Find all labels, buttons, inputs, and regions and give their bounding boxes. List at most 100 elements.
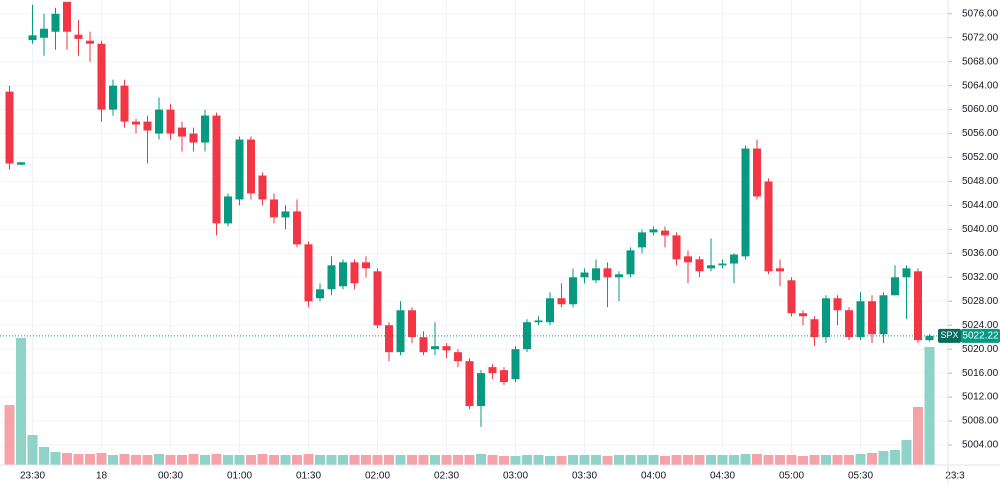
candle-body <box>557 298 566 305</box>
volume-bar <box>660 456 670 465</box>
candle-body <box>661 230 669 236</box>
volume-bar <box>924 347 935 465</box>
volume-bar <box>303 454 314 465</box>
volume-bar <box>740 454 751 465</box>
volume-bar <box>4 405 15 465</box>
x-tick-label: 05:30 <box>848 471 873 482</box>
volume-bar <box>441 455 452 465</box>
volume-bar <box>246 455 256 465</box>
volume-bar <box>637 455 647 465</box>
candle-body <box>339 262 347 287</box>
candle-body <box>891 277 899 296</box>
volume-bar <box>62 453 72 465</box>
x-tick-label: 00:30 <box>158 471 183 482</box>
candle-body <box>350 262 359 284</box>
volume-bar <box>752 454 762 465</box>
volume-bar <box>257 454 268 465</box>
volume-bar <box>763 455 774 465</box>
candle-body <box>235 139 244 200</box>
volume-bar <box>694 455 705 465</box>
candle-body <box>408 310 416 338</box>
candle-body <box>419 337 428 353</box>
volume-bar <box>545 456 555 465</box>
y-tick-label: 5012.00 <box>962 392 999 403</box>
candle-body <box>304 244 313 302</box>
x-tick-label: 04:30 <box>710 471 735 482</box>
candle-body <box>189 133 198 143</box>
y-tick-label: 5076.00 <box>962 8 999 19</box>
volume-bar <box>901 440 912 465</box>
candle-body <box>373 271 382 326</box>
candle-body <box>385 325 393 353</box>
volume-bar <box>292 455 302 465</box>
candle-body <box>822 298 830 338</box>
last-price-label: 5022.22 <box>962 331 999 342</box>
volume-bar <box>234 455 245 465</box>
candle-body <box>17 162 25 165</box>
candle-body <box>741 148 750 257</box>
x-tick-label: 03:30 <box>572 471 597 482</box>
volume-bar <box>809 455 820 465</box>
volume-bar <box>556 456 567 465</box>
volume-bar <box>73 454 84 465</box>
volume-bar <box>602 456 613 465</box>
x-tick-label: 04:00 <box>641 471 666 482</box>
y-tick-label: 5032.00 <box>962 272 999 283</box>
x-tick-label: 23:30 <box>20 471 45 482</box>
volume-bar <box>165 455 176 465</box>
y-tick-label: 5040.00 <box>962 224 999 235</box>
y-tick-label: 5004.00 <box>962 440 999 451</box>
volume-bar <box>821 455 831 465</box>
candle-body <box>212 115 221 224</box>
volume-bar <box>418 455 429 465</box>
candle-body <box>5 91 14 164</box>
candle-body <box>201 115 209 143</box>
volume-bar <box>832 455 843 465</box>
candle-body <box>86 40 94 44</box>
candle-body <box>316 289 324 299</box>
volume-bar <box>269 455 279 465</box>
candle-body <box>649 229 658 233</box>
volume-bar <box>326 455 337 465</box>
candle-body <box>534 320 543 323</box>
candle-body <box>120 85 129 122</box>
volume-bar <box>648 455 659 465</box>
volume-bar <box>338 455 348 465</box>
volume-bar <box>407 455 417 465</box>
candle-body <box>270 199 278 218</box>
candle-body <box>833 298 842 311</box>
candle-body <box>672 235 681 260</box>
volume-bar <box>786 455 797 465</box>
y-tick-label: 5020.00 <box>962 344 999 355</box>
y-tick-label: 5064.00 <box>962 80 999 91</box>
volume-bar <box>453 455 463 465</box>
volume-bar <box>878 451 889 465</box>
y-tick-label: 5008.00 <box>962 416 999 427</box>
volume-bar <box>85 454 95 465</box>
candle-body <box>753 148 761 197</box>
candle-body <box>730 254 738 264</box>
volume-bar <box>579 455 590 465</box>
symbol-tag <box>938 328 961 343</box>
candle-body <box>51 13 60 32</box>
candle-body <box>454 352 462 362</box>
x-tick-label: 01:30 <box>296 471 321 482</box>
y-tick-label: 5044.00 <box>962 200 999 211</box>
y-tick-label: 5060.00 <box>962 104 999 115</box>
x-tick-label: 02:30 <box>434 471 459 482</box>
candle-body <box>40 28 48 38</box>
volume-bar <box>775 455 785 465</box>
x-tick-label: 18 <box>96 471 108 482</box>
volume-bar <box>591 455 601 465</box>
candle-body <box>799 313 807 317</box>
volume-bar <box>890 450 900 465</box>
volume-bar <box>27 435 38 465</box>
volume-bar <box>177 455 187 465</box>
volume-bar <box>855 454 866 465</box>
y-tick-label: 5028.00 <box>962 296 999 307</box>
y-tick-label: 5068.00 <box>962 56 999 67</box>
candle-body <box>511 349 520 380</box>
candle-body <box>845 310 853 338</box>
y-tick-label: 5048.00 <box>962 176 999 187</box>
candle-body <box>695 259 704 272</box>
